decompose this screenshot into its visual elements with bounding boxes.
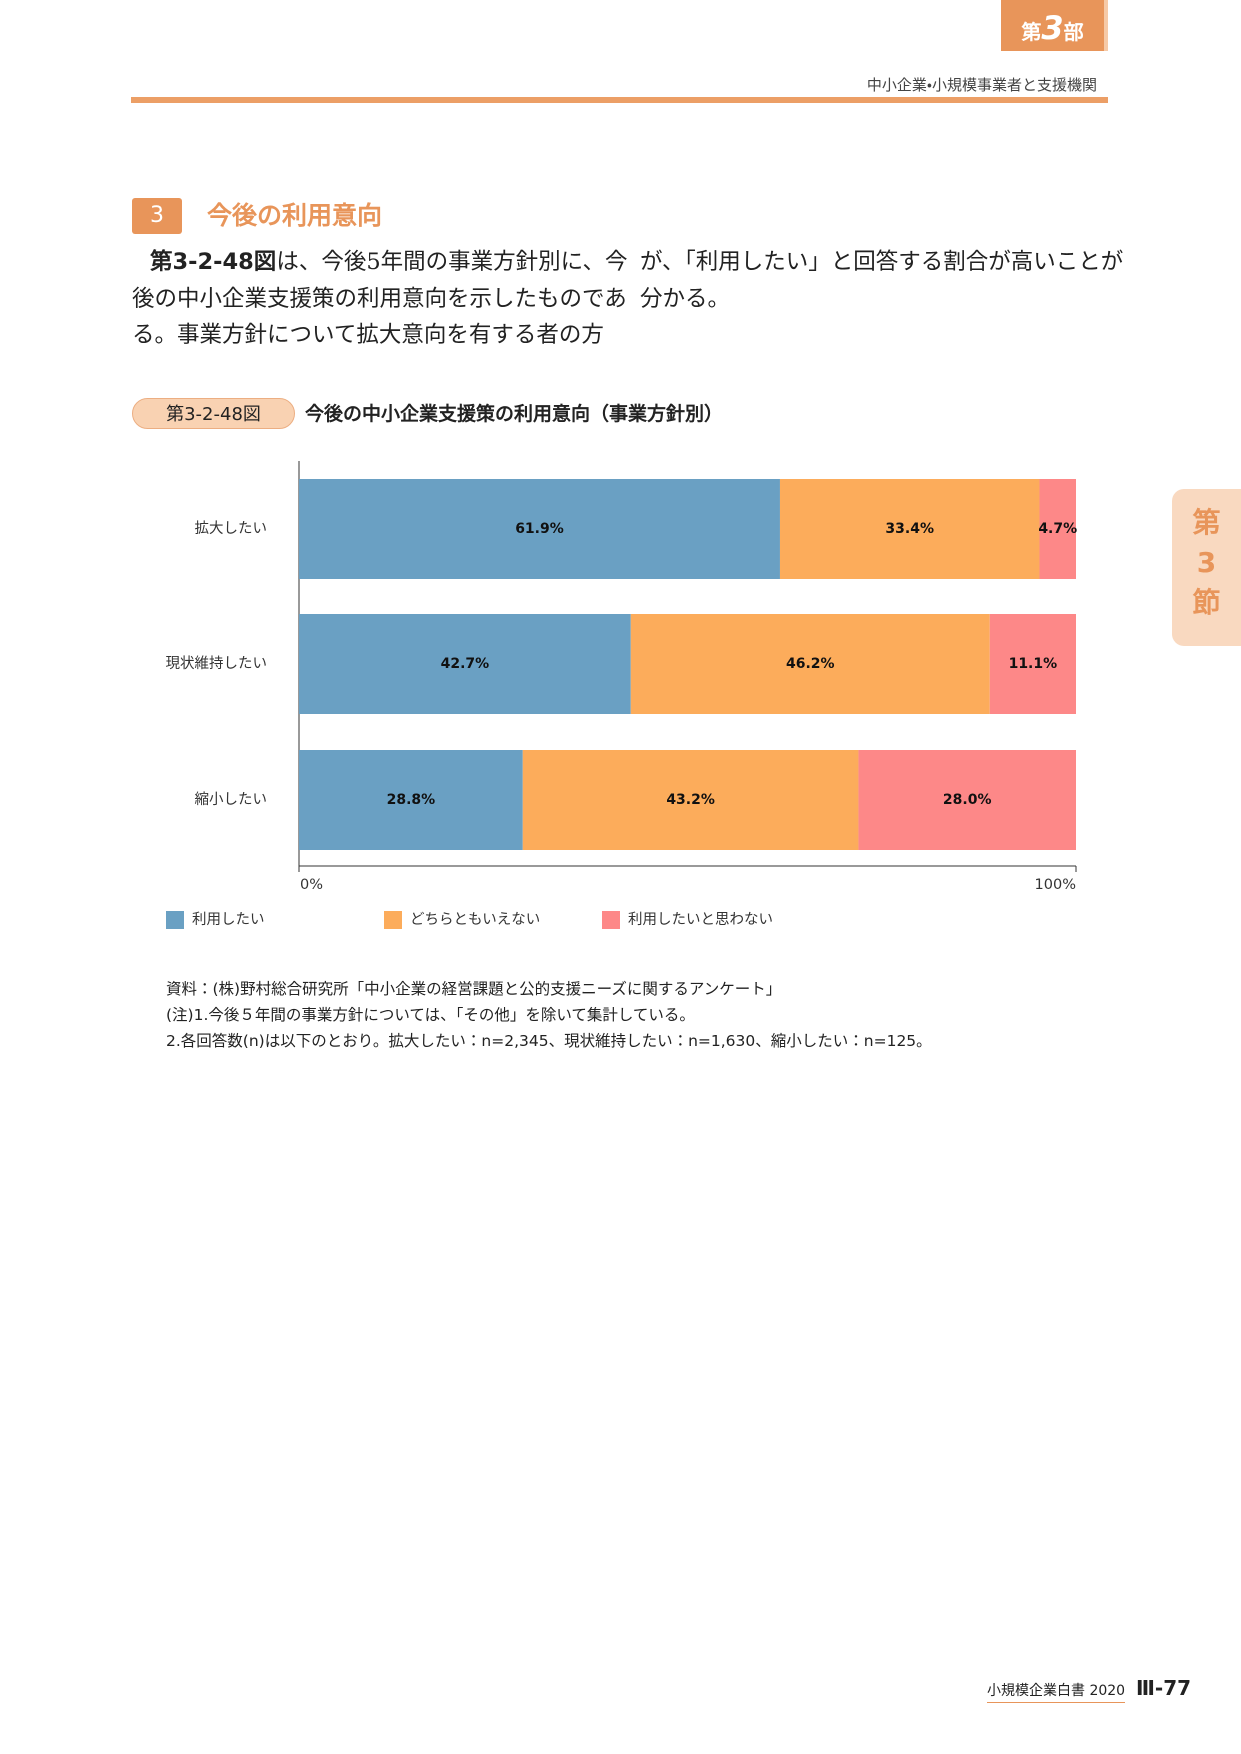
footer-book: 小規模企業白書 2020 (987, 1680, 1126, 1703)
body-column: 第3-2-48図は、今後5年間の事業方針別に、今 後の中小企業支援策の利用意向を… (132, 244, 627, 354)
note: 2.各回答数(n)は以下のとおり。拡大したい：n=2,345、現状維持したい：n… (166, 1032, 932, 1050)
body-line: 第3-2-48図は、今後5年間の事業方針別に、今 (132, 244, 627, 281)
chart: 0% 100% 拡大したい 61.9% 33.4% 4.7% 現状維持したい 42.7% 46.… (166, 461, 1077, 929)
tab-suffix: 節 (1192, 586, 1221, 619)
bar-segment (299, 479, 780, 579)
tab-number: 3 (1196, 546, 1217, 579)
body-column: が、「利用したい」と回答する割合が高いことが 分かる。 (640, 244, 1123, 317)
value-label: 11.1% (1009, 656, 1058, 672)
value-label: 61.9% (515, 521, 564, 537)
legend-swatch (166, 911, 184, 929)
body-text: は、今後5年間の事業方針別に、今 (276, 249, 628, 275)
bar-segment (299, 614, 631, 714)
section-number: 3 (132, 198, 182, 234)
tab-prefix: 第 (1192, 506, 1221, 539)
value-label: 42.7% (441, 656, 490, 672)
bar-segment (630, 614, 990, 714)
page-number: Ⅲ-77 (1136, 1676, 1192, 1700)
legend-label: 利用したいと思わない (628, 911, 773, 928)
part-number: 3 (1041, 9, 1064, 47)
bar-segment (858, 750, 1076, 850)
value-label: 33.4% (885, 521, 934, 537)
value-label: 28.0% (943, 792, 992, 808)
book-title: 小規模企業白書 (987, 1683, 1085, 1699)
category-label: 縮小したい (195, 791, 268, 808)
body-line: る。事業方針について拡大意向を有する者の方 (132, 322, 604, 348)
body-line: が、「利用したい」と回答する割合が高いことが (640, 249, 1124, 275)
category-label: 拡大したい (195, 520, 268, 537)
book-year: 2020 (1089, 1683, 1126, 1699)
header-rule (131, 97, 1108, 103)
legend-swatch (384, 911, 402, 929)
bar-segment (522, 750, 859, 850)
value-label: 4.7% (1038, 521, 1077, 537)
body-line: 後の中小企業支援策の利用意向を示したものであ (132, 285, 627, 312)
category-label: 現状維持したい (166, 655, 268, 672)
note: (注)1.今後５年間の事業方針については、「その他」を除いて集計している。 (166, 1006, 695, 1024)
body-line: 分かる。 (640, 285, 731, 312)
figure-title: 今後の中小企業支援策の利用意向（事業方針別） (305, 403, 724, 425)
value-label: 43.2% (666, 792, 715, 808)
bar-segment (989, 614, 1076, 714)
bar-segment (779, 479, 1040, 579)
part-suffix: 部 (1063, 20, 1084, 44)
part-prefix: 第 (1021, 20, 1042, 44)
x-tick-label: 100% (1035, 877, 1076, 893)
value-label: 28.8% (387, 792, 436, 808)
bar-segment (1039, 479, 1076, 579)
part-badge: 第3部 (1001, 0, 1108, 51)
legend-label: 利用したい (192, 911, 265, 928)
figure-ref: 第3-2-48図 (150, 249, 277, 275)
running-title: 中小企業・小規模事業者と支援機関 (866, 76, 1097, 94)
side-tab: 第 3 節 (1172, 489, 1241, 646)
x-tick-label: 0% (300, 877, 323, 893)
bar-segment (299, 750, 523, 850)
legend-label: どちらともいえない (410, 911, 540, 928)
value-label: 46.2% (786, 656, 835, 672)
section-title: 今後の利用意向 (207, 201, 383, 230)
legend-swatch (602, 911, 620, 929)
figure-label: 第3-2-48図 (132, 398, 295, 429)
source-note: 資料：(株)野村総合研究所「中小企業の経営課題と公的支援ニーズに関するアンケート… (166, 980, 782, 998)
